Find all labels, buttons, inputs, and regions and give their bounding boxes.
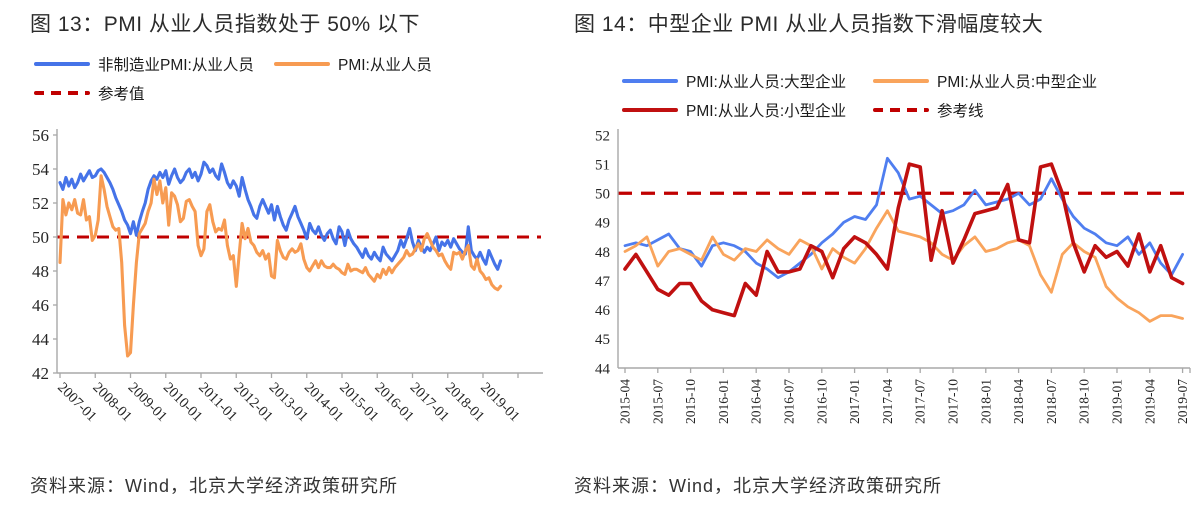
figure-14-legend: PMI:从业人员:大型企业 PMI:从业人员:中型企业 PMI:从业人员:小型企业 参… [622, 66, 1124, 124]
legend-row: 参考值 [34, 78, 514, 107]
legend-label: 参考值 [98, 85, 145, 103]
y-tick-label: 48 [595, 245, 610, 261]
y-tick-label: 48 [32, 262, 49, 281]
figure-13-legend: 非制造业PMI:从业人员 PMI:从业人员参考值 [34, 49, 514, 107]
figure-13-plot: 42 44 46 48 50 52 54 56 2007-01 2008-01 2009-01 201… [0, 118, 560, 468]
x-tick-label: 2017-04 [880, 379, 895, 424]
legend-label: PMI:从业人员:中型企业 [937, 73, 1098, 91]
legend-entry: 非制造业PMI:从业人员 [34, 53, 274, 75]
x-tick-label: 2015-04 [618, 379, 633, 424]
y-tick-label: 56 [32, 126, 49, 145]
y-tick-label: 44 [32, 330, 50, 349]
y-tick-label: 46 [595, 303, 611, 319]
x-tick-label: 2018-01 [978, 379, 993, 424]
x-tick-label: 2011-01 [195, 380, 240, 425]
legend-dash-swatch [873, 107, 929, 112]
y-tick-label: 50 [32, 228, 49, 247]
x-tick-label: 2019-04 [1142, 379, 1157, 424]
legend-entry: PMI:从业人员:小型企业 [622, 99, 873, 121]
legend-label: 非制造业PMI:从业人员 [98, 56, 254, 74]
x-tick-label: 2016-01 [716, 379, 731, 424]
y-tick-label: 50 [595, 187, 610, 203]
figure-14: 图 14：中型企业 PMI 从业人员指数下滑幅度较大 PMI:从业人员:大型企业… [560, 0, 1200, 530]
y-tick-label: 54 [32, 160, 50, 179]
legend-row: PMI:从业人员:大型企业 PMI:从业人员:中型企业 [622, 66, 1124, 95]
line-chart-pmi-employment: 42444648505254562007-012008-012009-01201… [32, 126, 543, 425]
x-tick-label: 2015-07 [650, 379, 665, 424]
legend-entry: PMI:从业人员:大型企业 [622, 70, 873, 92]
x-tick-label: 2018-07 [1044, 379, 1059, 424]
line-chart-pmi-employment-by-size: 44 45 46 47 48 49 50 51 52 2015-04 2015-07 2015-10 2… [595, 128, 1191, 424]
x-tick-label: 2017-01 [847, 379, 862, 424]
y-tick-label: 42 [32, 364, 49, 383]
y-tick-label: 46 [32, 296, 49, 315]
y-tick-label: 47 [595, 274, 611, 290]
y-tick-label: 44 [595, 361, 611, 377]
x-tick-label: 2016-04 [749, 379, 764, 424]
x-tick-label: 2019-01 [477, 380, 522, 425]
y-tick-label: 45 [595, 332, 610, 348]
legend-entry: 参考值 [34, 82, 274, 104]
figure-14-plot: 44 45 46 47 48 49 50 51 52 2015-04 2015-07 2015-10 2… [560, 118, 1200, 468]
x-tick-label: 2015-10 [683, 379, 698, 424]
x-tick-label: 2019-07 [1175, 379, 1190, 424]
y-tick-label: 52 [595, 128, 610, 144]
series-line-2 [623, 162, 1185, 318]
legend-line-swatch [622, 78, 678, 83]
legend-line-swatch [34, 61, 90, 66]
legend-label: PMI:从业人员:大型企业 [686, 73, 847, 91]
x-tick-label: 2019-01 [1109, 379, 1124, 424]
y-tick-label: 49 [595, 216, 610, 232]
figure-13: 图 13：PMI 从业人员指数处于 50% 以下 非制造业PMI:从业人员 PMI… [0, 0, 560, 530]
legend-line-swatch [622, 107, 678, 112]
legend-line-swatch [274, 61, 330, 66]
y-tick-label: 52 [32, 194, 49, 213]
legend-line-swatch [873, 78, 929, 83]
x-tick-label: 2018-10 [1077, 379, 1092, 424]
figure-14-title: 图 14：中型企业 PMI 从业人员指数下滑幅度较大 [574, 13, 1044, 36]
x-tick-label: 2017-07 [913, 379, 928, 424]
figure-13-title: 图 13：PMI 从业人员指数处于 50% 以下 [30, 13, 421, 36]
legend-dash-swatch [34, 90, 90, 95]
x-tick-label: 2016-07 [781, 379, 796, 424]
legend-row: PMI:从业人员:小型企业 参考线 [622, 95, 1124, 124]
figure-13-source: 资料来源：Wind，北京大学经济政策研究所 [30, 476, 399, 496]
x-tick-label: 2016-10 [814, 379, 829, 424]
series-line-0 [623, 156, 1184, 280]
legend-label: PMI:从业人员:小型企业 [686, 102, 847, 120]
series-line-0 [58, 160, 503, 271]
x-tick-label: 2018-04 [1011, 379, 1026, 424]
legend-label: 参考线 [937, 102, 984, 120]
legend-label: PMI:从业人员 [338, 56, 432, 74]
figure-14-source: 资料来源：Wind，北京大学经济政策研究所 [574, 476, 943, 496]
x-tick-label: 2017-10 [945, 379, 960, 424]
legend-entry: 参考线 [873, 99, 1124, 121]
legend-entry: PMI:从业人员:中型企业 [873, 70, 1124, 92]
legend-entry: PMI:从业人员 [274, 53, 514, 75]
y-tick-label: 51 [595, 157, 610, 173]
series-line-1 [58, 174, 503, 358]
legend-row: 非制造业PMI:从业人员 PMI:从业人员 [34, 49, 514, 78]
